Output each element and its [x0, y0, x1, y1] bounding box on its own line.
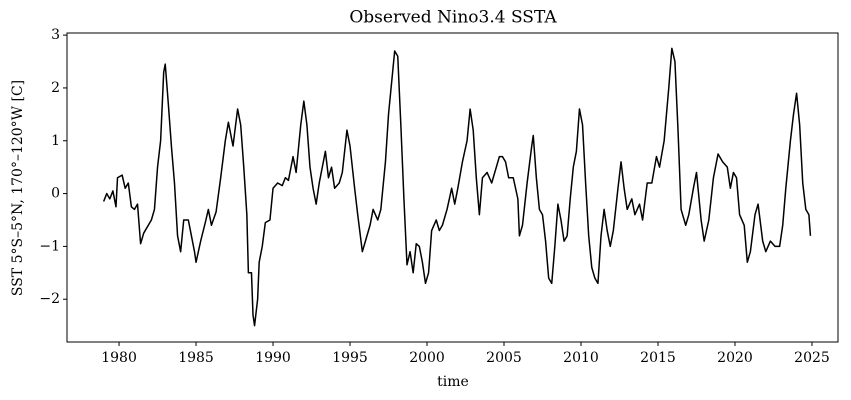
x-tick-label: 2005 — [486, 350, 522, 366]
x-tick-label: 1985 — [178, 350, 214, 366]
y-tick-label: 2 — [51, 80, 60, 96]
y-tick-label: 3 — [51, 27, 60, 43]
x-tick-label: 1990 — [255, 350, 291, 366]
x-axis-label: time — [437, 374, 469, 390]
x-tick-label: 2000 — [409, 350, 445, 366]
x-tick-label: 2020 — [717, 350, 753, 366]
data-line — [102, 47, 812, 327]
x-tick-label: 2025 — [794, 350, 830, 366]
y-tick-label: 0 — [51, 186, 60, 202]
plot-frame — [66, 32, 839, 343]
y-tick-label: −2 — [39, 291, 60, 307]
y-axis-label: SST 5°S–5°N, 170°–120°W [C] — [10, 80, 26, 296]
y-tick-label: 1 — [51, 133, 60, 149]
x-tick-label: 2010 — [563, 350, 599, 366]
x-tick-label: 2015 — [640, 350, 676, 366]
y-tick-label: −1 — [39, 238, 60, 254]
x-tick-label: 1980 — [101, 350, 137, 366]
x-tick-label: 1995 — [332, 350, 368, 366]
chart-title: Observed Nino3.4 SSTA — [349, 8, 557, 28]
